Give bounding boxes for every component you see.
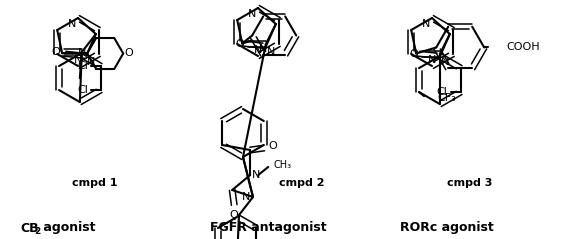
Text: N: N bbox=[74, 55, 82, 65]
Text: cmpd 2: cmpd 2 bbox=[279, 178, 325, 188]
Text: N: N bbox=[87, 57, 95, 67]
Text: O: O bbox=[235, 39, 244, 49]
Text: N: N bbox=[68, 19, 76, 29]
Text: FGFR antagonist: FGFR antagonist bbox=[210, 222, 327, 234]
Text: N: N bbox=[254, 45, 262, 55]
Text: N: N bbox=[267, 47, 275, 57]
Text: N: N bbox=[252, 170, 260, 180]
Text: N: N bbox=[248, 9, 256, 19]
Text: cmpd 3: cmpd 3 bbox=[447, 178, 493, 188]
Text: N: N bbox=[421, 19, 430, 29]
Text: N: N bbox=[259, 43, 267, 54]
Text: O: O bbox=[268, 141, 277, 151]
Text: COOH: COOH bbox=[506, 43, 540, 53]
Text: N: N bbox=[78, 49, 86, 59]
Text: cmpd 1: cmpd 1 bbox=[72, 178, 118, 188]
Text: N: N bbox=[441, 57, 450, 67]
Text: F: F bbox=[229, 219, 236, 229]
Text: Cl: Cl bbox=[78, 85, 89, 95]
Text: O: O bbox=[409, 49, 418, 59]
Text: agonist: agonist bbox=[39, 222, 95, 234]
Text: RORc agonist: RORc agonist bbox=[400, 222, 494, 234]
Text: CB: CB bbox=[20, 222, 39, 234]
Text: O: O bbox=[124, 49, 133, 59]
Text: N: N bbox=[242, 192, 250, 202]
Text: Cl: Cl bbox=[437, 87, 447, 97]
Text: N: N bbox=[428, 55, 436, 65]
Text: 2: 2 bbox=[34, 227, 40, 235]
Text: Cl: Cl bbox=[78, 61, 89, 71]
Text: O: O bbox=[230, 210, 239, 220]
Text: CH₃: CH₃ bbox=[273, 160, 292, 170]
Text: O: O bbox=[51, 47, 60, 57]
Text: CF₃: CF₃ bbox=[437, 93, 456, 103]
